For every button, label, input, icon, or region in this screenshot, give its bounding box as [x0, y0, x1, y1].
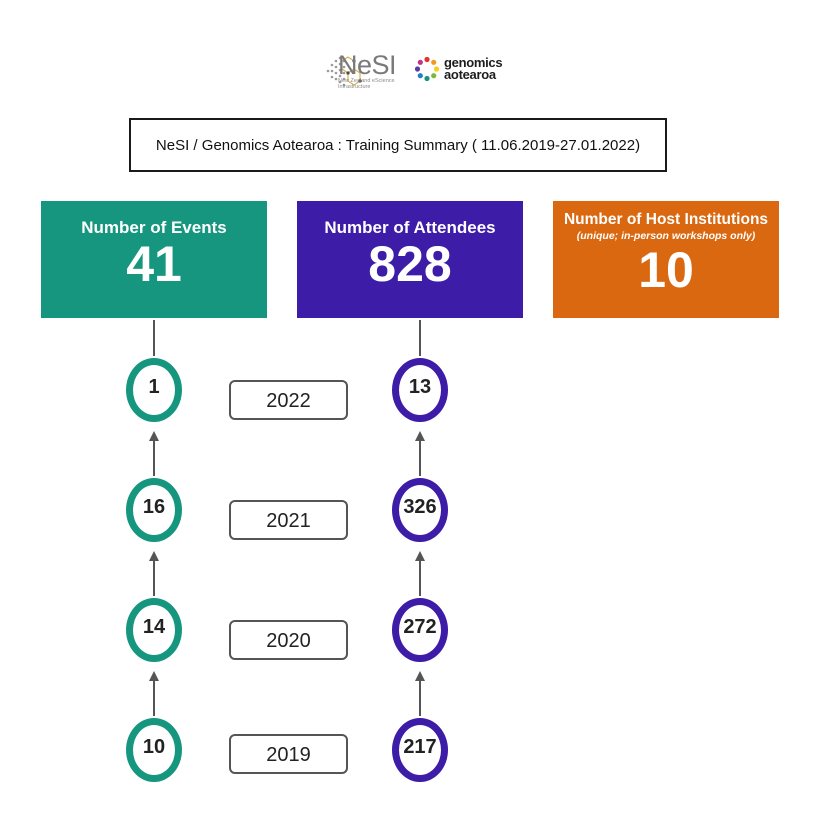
nesi-logo-mark [326, 56, 362, 87]
hosts-card: Number of Host Institutions (unique; in-… [553, 201, 779, 318]
events-circle-2022: 1 [126, 358, 182, 422]
year-label-2020: 2020 [229, 620, 348, 660]
attendees-count-2019: 217 [403, 735, 437, 758]
attendees-card: Number of Attendees 828 [297, 201, 523, 318]
genomics-aotearoa-logo-mark [414, 56, 440, 82]
attendees-card-value: 828 [368, 236, 452, 292]
events-circle-2021: 16 [126, 478, 182, 542]
genomics-logo-line1: genomics [444, 55, 503, 70]
attendees-card-label: Number of Attendees [324, 218, 496, 237]
genomics-logo-line2: aotearoa [444, 67, 496, 82]
year-label-2022: 2022 [229, 380, 348, 420]
attendees-circle-2021: 326 [392, 478, 448, 542]
attendees-circle-2022: 13 [392, 358, 448, 422]
events-count-2022: 1 [148, 375, 160, 398]
genomics-aotearoa-logo-text: genomics aotearoa [444, 55, 503, 82]
events-count-2020: 14 [142, 615, 166, 638]
events-count-2019: 10 [142, 735, 166, 758]
events-circle-2019: 10 [126, 718, 182, 782]
attendees-count-2021: 326 [403, 495, 437, 518]
hosts-card-note: (unique; in-person workshops only) [576, 230, 756, 242]
attendees-circle-2020: 272 [392, 598, 448, 662]
events-circle-2020: 14 [126, 598, 182, 662]
nesi-logo-tagline: New Zealand eScience Infrastructure [338, 78, 395, 90]
attendees-count-2022: 13 [408, 375, 432, 398]
events-card-label: Number of Events [81, 218, 227, 237]
events-card: Number of Events 41 [41, 201, 267, 318]
attendees-circle-2019: 217 [392, 718, 448, 782]
events-card-value: 41 [126, 236, 182, 292]
attendees-count-2020: 272 [403, 615, 437, 638]
year-label-2021: 2021 [229, 500, 348, 540]
summary-title: NeSI / Genomics Aotearoa : Training Summ… [129, 118, 667, 172]
year-label-2019: 2019 [229, 734, 348, 774]
hosts-card-label: Number of Host Institutions [563, 211, 769, 228]
hosts-card-value: 10 [638, 242, 694, 298]
nesi-logo-text: NeSI [338, 50, 397, 80]
events-count-2021: 16 [142, 495, 166, 518]
